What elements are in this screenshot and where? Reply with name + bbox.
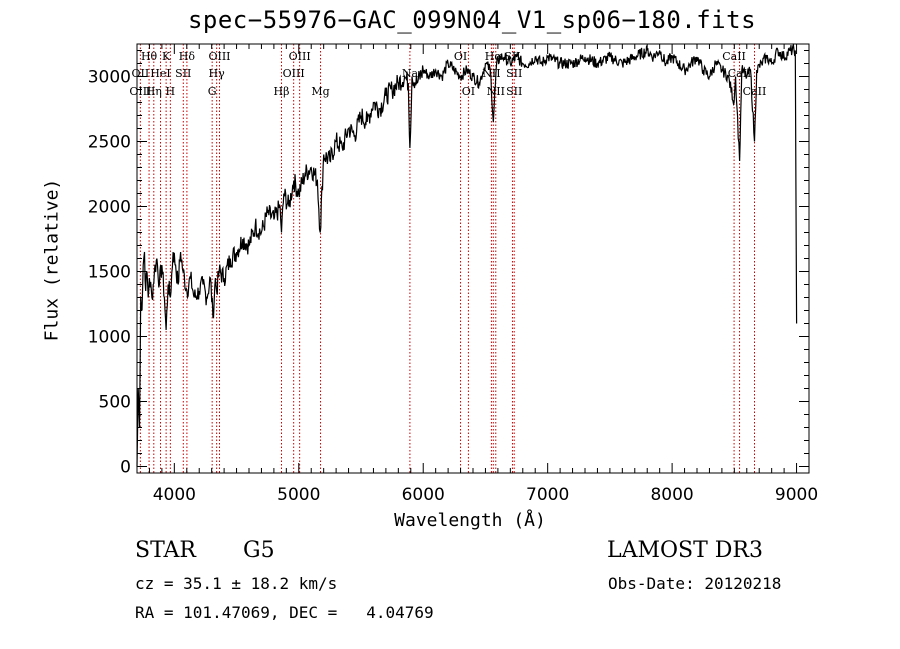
coordinates: RA = 101.47069, DEC = 4.04769 [135, 603, 434, 622]
line-label-13: OIII [289, 50, 311, 63]
line-label-1: OII [132, 67, 150, 80]
y-tick-label: 500 [99, 393, 131, 413]
x-tick-label: 4000 [153, 485, 196, 505]
x-axis-ticks: 4000 5000 6000 7000 8000 9000 [136, 44, 818, 505]
y-tick-label: 1000 [88, 328, 131, 348]
spectrum-line [136, 43, 798, 467]
line-label-16: Na [402, 67, 419, 80]
line-label-27: CaII [743, 85, 767, 98]
observation-date: Obs-Date: 20120218 [608, 574, 782, 593]
x-tick-label: 7000 [526, 485, 569, 505]
line-label-14: OIII [283, 67, 305, 80]
y-tick-label: 0 [120, 458, 131, 478]
x-tick-label: 5000 [277, 485, 320, 505]
x-tick-label: 9000 [775, 485, 818, 505]
y-axis-ticks: 0 500 1000 1500 2000 2500 3000 [88, 50, 809, 478]
chart-title: spec−55976−GAC_099N04_V1_sp06−180.fits [187, 6, 757, 34]
spectral-line-markers [139, 44, 755, 473]
line-label-24: SII [506, 85, 522, 98]
line-label-17: OI [454, 50, 467, 63]
y-tick-label: 2500 [88, 133, 131, 153]
line-label-12: Hβ [274, 85, 290, 98]
y-tick-label: 1500 [88, 263, 131, 283]
line-label-11: G [208, 85, 217, 98]
y-axis-label: Flux (relative) [41, 178, 63, 342]
y-tick-label: 3000 [88, 68, 131, 88]
line-label-0: Hθ [141, 50, 158, 63]
line-label-6: H [166, 85, 176, 98]
line-label-9: OIII [208, 50, 230, 63]
line-label-4: K [162, 50, 171, 63]
line-label-15: Mg [311, 85, 329, 98]
survey-name: LAMOST DR3 [607, 538, 763, 563]
line-label-18: OI [462, 85, 475, 98]
x-tick-label: 8000 [650, 485, 693, 505]
line-label-3: Hη [146, 85, 162, 98]
object-class: STAR [135, 538, 196, 563]
line-label-8: Hδ [179, 50, 196, 63]
plot-frame [136, 43, 810, 474]
line-label-7: SII [175, 67, 191, 80]
line-label-5: HeI [150, 67, 170, 80]
x-axis-label: Wavelength (Å) [394, 510, 546, 531]
object-subclass: G5 [243, 538, 275, 563]
x-tick-label: 6000 [402, 485, 445, 505]
line-label-2: OIII [129, 85, 151, 98]
redshift-velocity: cz = 35.1 ± 18.2 km/s [135, 574, 338, 593]
line-label-25: CaII [722, 50, 746, 63]
line-label-23: SII [506, 67, 522, 80]
y-tick-label: 2000 [88, 198, 131, 218]
line-label-10: Hγ [209, 67, 226, 80]
